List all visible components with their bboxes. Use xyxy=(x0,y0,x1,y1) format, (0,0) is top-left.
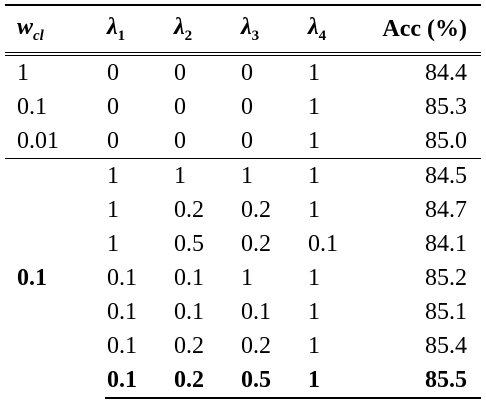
table-row: 0.01 0 0 0 1 85.0 xyxy=(17,127,467,154)
table-row: 1 0.5 0.2 0.1 84.1 xyxy=(107,230,467,257)
table-row: 0.1 0 0 0 1 85.3 xyxy=(17,93,467,120)
header-lambda3: λ3 xyxy=(241,13,260,44)
header-lambda1: λ1 xyxy=(107,13,126,44)
header-lambda4: λ4 xyxy=(308,13,327,44)
table-row: 0.1 0.2 0.2 1 85.4 xyxy=(107,332,467,359)
results-table: wcl λ1 λ2 λ3 λ4 Acc (%) 1 0 0 0 1 84.4 0… xyxy=(5,4,481,399)
group2-wcl: 0.1 xyxy=(5,158,105,398)
table-row: 1 0 0 0 1 84.4 xyxy=(5,52,481,90)
header-wcl: wcl xyxy=(17,13,44,44)
table-row: 0.1 0.1 0.1 1 85.1 xyxy=(107,298,467,325)
header-row: wcl λ1 λ2 λ3 λ4 Acc (%) xyxy=(5,5,481,54)
table-row: 0.1 0.1 1 1 85.2 xyxy=(107,264,467,291)
table-row: 0.1 1 1 1 1 84.5 xyxy=(5,158,481,398)
header-acc: Acc (%) xyxy=(382,15,467,42)
table-row-best: 0.1 0.2 0.5 1 85.5 xyxy=(5,363,481,399)
header-lambda2: λ2 xyxy=(174,13,193,44)
table-row: 1 0.2 0.2 1 84.7 xyxy=(107,196,467,223)
